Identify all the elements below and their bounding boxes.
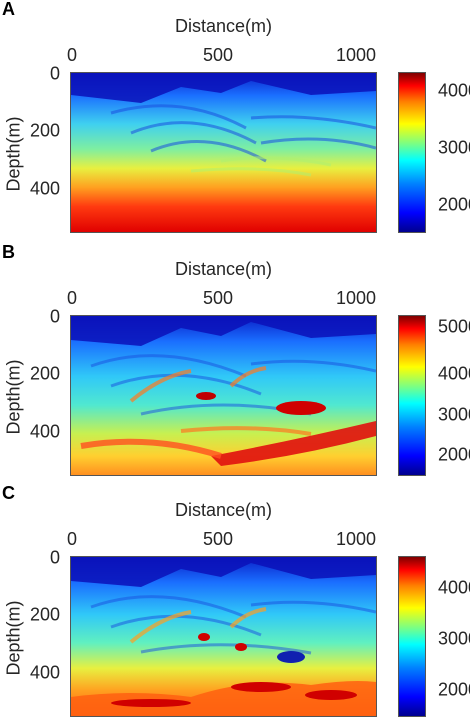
y-tick-label: 0 — [49, 547, 60, 568]
x-tick-label: 0 — [66, 529, 78, 549]
colorbar-tick-label: 2000 — [438, 444, 470, 465]
colorbar-tick-label: 3000 — [438, 137, 470, 158]
colorbar — [398, 315, 426, 476]
velocity-model-image — [70, 72, 377, 233]
x-tick-label: 500 — [202, 529, 234, 549]
colorbar-tick-label: 5000 — [438, 316, 470, 337]
y-tick-label: 0 — [49, 63, 60, 84]
colorbar-tick-label: 3000 — [438, 628, 470, 649]
colorbar-tick-label: 2000 — [438, 679, 470, 700]
colorbar — [398, 556, 426, 717]
panel-label: C — [2, 483, 15, 503]
velocity-model-image — [70, 556, 377, 717]
x-tick-label: 500 — [202, 288, 234, 308]
panel-c: C Distance(m) 0 500 1000 Depth(m) 0 200 … — [0, 483, 470, 725]
x-tick-label: 1000 — [335, 529, 377, 549]
y-tick-label: 200 — [29, 120, 60, 141]
y-tick-label: 0 — [49, 306, 60, 327]
x-tick-label: 1000 — [335, 45, 377, 65]
colorbar-tick-label: 4000 — [438, 80, 470, 101]
y-tick-label: 400 — [29, 662, 60, 683]
y-tick-label: 200 — [29, 363, 60, 384]
x-axis-title: Distance(m) — [174, 500, 272, 520]
y-tick-label: 400 — [29, 178, 60, 199]
x-tick-label: 0 — [66, 45, 78, 65]
panel-a: A Distance(m) 0 500 1000 Depth(m) 0 200 … — [0, 0, 470, 241]
y-tick-label: 200 — [29, 604, 60, 625]
panel-label: B — [2, 242, 15, 262]
panel-b: B Distance(m) 0 500 1000 Depth(m) 0 200 … — [0, 242, 470, 484]
panel-label: A — [2, 0, 15, 19]
colorbar — [398, 72, 426, 233]
x-tick-label: 0 — [66, 288, 78, 308]
x-axis-title: Distance(m) — [174, 16, 272, 36]
y-tick-label: 400 — [29, 421, 60, 442]
velocity-model-image — [70, 315, 377, 476]
x-axis-title: Distance(m) — [174, 259, 272, 279]
colorbar-tick-label: 2000 — [438, 194, 470, 215]
x-tick-label: 500 — [202, 45, 234, 65]
colorbar-tick-label: 4000 — [438, 363, 470, 384]
x-tick-label: 1000 — [335, 288, 377, 308]
colorbar-tick-label: 3000 — [438, 404, 470, 425]
colorbar-tick-label: 4000 — [438, 577, 470, 598]
